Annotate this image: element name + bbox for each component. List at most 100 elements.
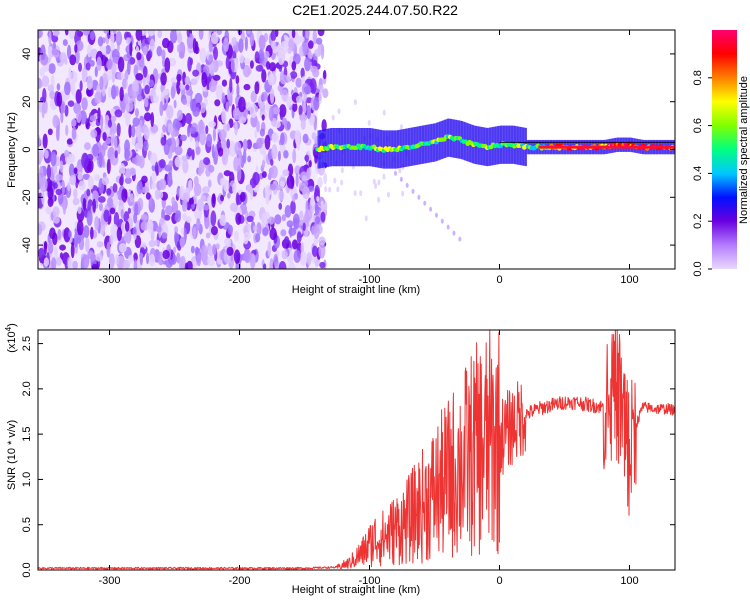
noise-mark <box>160 136 167 146</box>
noise-mark <box>86 75 93 91</box>
faint-mark <box>398 167 402 174</box>
noise-mark <box>63 81 71 96</box>
snr-x-tick-label: -200 <box>228 575 250 587</box>
noise-mark <box>199 47 207 64</box>
noise-mark <box>212 127 217 142</box>
noise-mark <box>299 210 304 220</box>
noise-mark <box>196 199 204 211</box>
noise-mark <box>174 212 181 223</box>
noise-mark <box>78 180 86 191</box>
noise-mark <box>313 225 320 239</box>
noise-mark <box>142 66 148 78</box>
noise-mark <box>120 72 125 80</box>
noise-mark <box>143 126 150 141</box>
noise-mark <box>269 105 274 122</box>
noise-mark <box>249 103 258 119</box>
noise-mark <box>133 252 138 263</box>
noise-mark <box>114 150 118 159</box>
noise-mark <box>109 234 114 246</box>
noise-mark <box>106 241 111 258</box>
snr-y-multiplier-close: ) <box>6 323 18 327</box>
noise-mark <box>52 206 60 217</box>
noise-mark <box>284 236 290 244</box>
noise-mark <box>86 188 91 197</box>
noise-mark <box>304 56 311 72</box>
noise-mark <box>302 174 307 182</box>
noise-mark <box>63 227 71 243</box>
noise-mark <box>254 129 258 139</box>
noise-mark <box>211 144 215 159</box>
noise-mark <box>182 98 188 106</box>
noise-mark <box>231 59 235 73</box>
noise-mark <box>116 122 121 137</box>
noise-mark <box>176 79 181 95</box>
noise-mark <box>82 173 91 180</box>
noise-mark <box>164 205 173 216</box>
noise-mark <box>271 132 279 143</box>
noise-mark <box>94 66 98 78</box>
noise-mark <box>118 242 127 253</box>
noise-mark <box>292 239 298 250</box>
noise-mark <box>75 40 84 52</box>
noise-mark <box>38 138 42 146</box>
noise-mark <box>205 125 209 135</box>
noise-mark <box>167 171 173 188</box>
noise-mark <box>246 139 252 150</box>
trace-mark <box>458 236 462 242</box>
noise-mark <box>295 77 302 88</box>
noise-mark <box>174 226 179 234</box>
noise-mark <box>287 261 296 269</box>
noise-mark <box>242 149 247 164</box>
noise-mark <box>190 78 198 86</box>
noise-mark <box>185 260 194 269</box>
noise-mark <box>141 186 150 194</box>
noise-mark <box>92 198 97 213</box>
noise-mark <box>47 84 55 92</box>
noise-mark <box>174 145 183 156</box>
noise-mark <box>270 30 277 42</box>
noise-mark <box>189 126 197 134</box>
noise-mark <box>170 30 178 44</box>
noise-mark <box>255 233 261 243</box>
noise-mark <box>203 204 210 211</box>
noise-mark <box>208 120 216 128</box>
noise-mark <box>49 90 56 100</box>
noise-mark <box>107 86 112 99</box>
noise-mark <box>112 56 120 64</box>
noise-mark <box>280 132 285 146</box>
noise-mark <box>41 75 50 87</box>
noise-mark <box>186 89 194 96</box>
noise-mark <box>162 124 167 133</box>
noise-mark <box>200 244 209 261</box>
colorbar: 0.0 0.2 0.4 0.6 0.8 Normalized spectral ampl… <box>692 30 750 277</box>
noise-mark <box>52 114 59 128</box>
noise-mark <box>211 193 216 208</box>
noise-mark <box>207 255 216 267</box>
noise-mark <box>254 51 260 64</box>
noise-mark <box>174 156 183 168</box>
noise-mark <box>43 257 50 267</box>
noise-mark <box>129 193 134 202</box>
spectrogram-heatmap <box>38 30 675 269</box>
noise-mark <box>135 30 143 41</box>
snr-x-tick-label: 100 <box>620 575 638 587</box>
noise-mark <box>262 263 267 269</box>
noise-mark <box>186 125 191 138</box>
noise-mark <box>90 129 98 139</box>
noise-mark <box>89 59 95 67</box>
noise-mark <box>188 179 193 192</box>
noise-mark <box>82 30 90 36</box>
noise-mark <box>97 36 104 47</box>
snr-plot-area <box>38 330 675 570</box>
noise-mark <box>192 106 200 117</box>
noise-mark <box>146 252 150 265</box>
noise-mark <box>109 207 116 215</box>
noise-mark <box>143 140 149 152</box>
faint-mark <box>316 195 320 202</box>
noise-mark <box>199 129 207 146</box>
faint-mark <box>382 173 386 180</box>
snr-y-axis-title: SNR (10 * v/v) <box>6 420 18 490</box>
noise-mark <box>179 236 186 248</box>
noise-mark <box>68 30 76 40</box>
